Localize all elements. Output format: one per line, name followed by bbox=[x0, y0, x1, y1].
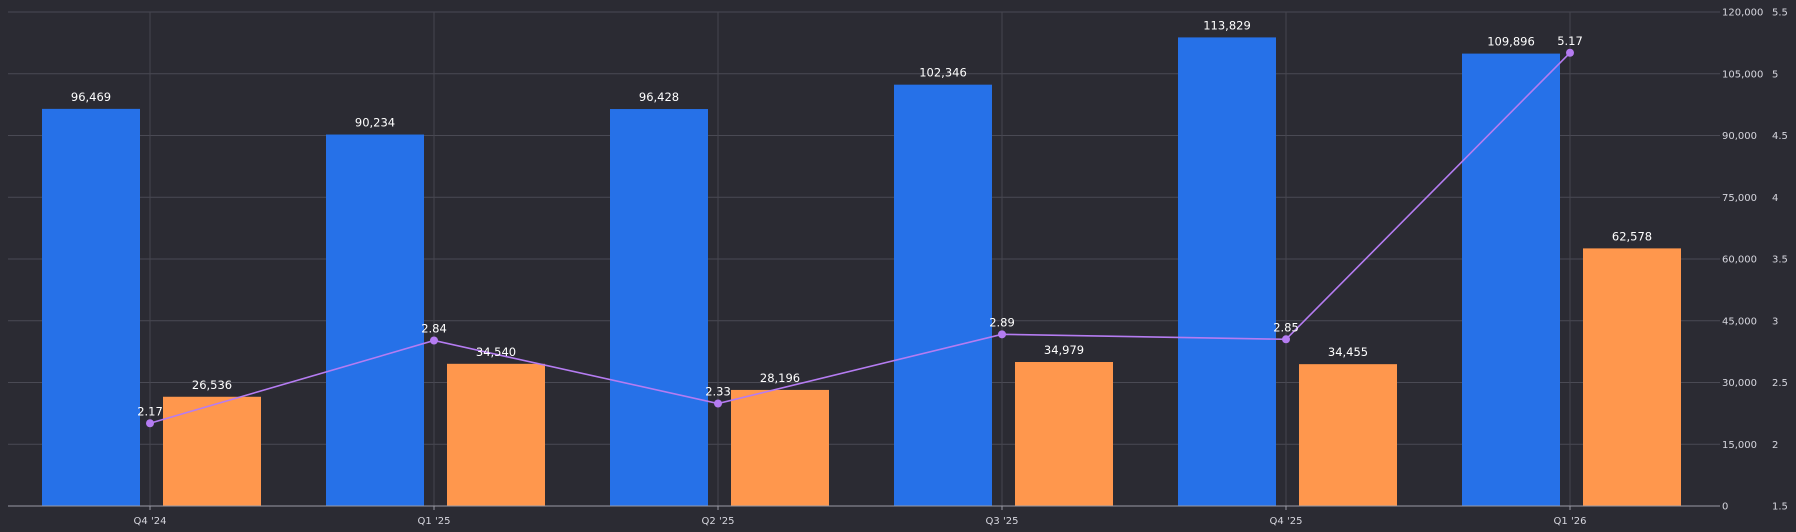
bar-value-label: 34,540 bbox=[476, 345, 516, 359]
bar-value-label: 26,536 bbox=[192, 378, 232, 392]
bar-1 bbox=[610, 109, 708, 507]
bar-1 bbox=[894, 84, 992, 507]
bar-value-label: 28,196 bbox=[760, 371, 800, 385]
bar-value-label: 90,234 bbox=[355, 116, 395, 130]
bar-1 bbox=[42, 108, 140, 506]
bar-value-label: 113,829 bbox=[1203, 18, 1251, 32]
y-left-tick-label: 60,000 bbox=[1722, 255, 1757, 266]
bar-2 bbox=[1299, 364, 1397, 506]
y-left-tick-label: 75,000 bbox=[1722, 193, 1757, 204]
bar-value-label: 96,469 bbox=[71, 90, 111, 104]
line-value-label: 2.89 bbox=[989, 315, 1015, 329]
bar-value-label: 62,578 bbox=[1612, 229, 1652, 243]
bar-value-label: 34,455 bbox=[1328, 345, 1368, 359]
bar-2 bbox=[163, 396, 261, 506]
bar-1 bbox=[1462, 53, 1560, 507]
x-tick-label: Q1 '26 bbox=[1554, 516, 1587, 527]
bar-1 bbox=[1178, 37, 1276, 506]
x-tick-label: Q4 '25 bbox=[1270, 516, 1303, 527]
line-point bbox=[714, 399, 722, 408]
y-left-tick-label: 0 bbox=[1722, 502, 1728, 513]
line-value-label: 2.84 bbox=[421, 322, 447, 336]
bar-1 bbox=[326, 134, 424, 507]
y-left-tick-label: 30,000 bbox=[1722, 378, 1757, 389]
bar-2 bbox=[1015, 362, 1113, 506]
bar-value-label: 96,428 bbox=[639, 90, 679, 104]
y-left-tick-label: 120,000 bbox=[1722, 8, 1763, 19]
y-left-tick-label: 90,000 bbox=[1722, 131, 1757, 142]
x-tick-label: Q2 '25 bbox=[702, 516, 735, 527]
y-right-tick-label: 3 bbox=[1772, 316, 1778, 327]
line-point bbox=[998, 330, 1006, 339]
y-right-tick-label: 2 bbox=[1772, 440, 1778, 451]
line-value-label: 2.85 bbox=[1273, 320, 1299, 334]
y-left-tick-label: 15,000 bbox=[1722, 440, 1757, 451]
line-value-label: 2.33 bbox=[705, 384, 731, 398]
y-left-tick-label: 45,000 bbox=[1722, 316, 1757, 327]
line-series bbox=[146, 48, 1574, 428]
y-right-tick-label: 2.5 bbox=[1772, 378, 1788, 389]
axes: 0 15,000 30,000 45,000 60,000 75,000 90,000 105… bbox=[8, 8, 1788, 527]
y-right-tick-label: 5 bbox=[1772, 69, 1778, 80]
bar-value-label: 102,346 bbox=[919, 66, 967, 80]
x-tick-label: Q1 '25 bbox=[418, 516, 451, 527]
gridlines bbox=[8, 11, 1720, 506]
y-right-tick-label: 4.5 bbox=[1772, 131, 1788, 142]
y-right-tick-label: 4 bbox=[1772, 193, 1778, 204]
bar-2 bbox=[447, 363, 545, 506]
line-value-label: 2.17 bbox=[137, 404, 163, 418]
x-tick-label: Q3 '25 bbox=[986, 516, 1019, 527]
bar-value-label: 34,979 bbox=[1044, 343, 1084, 357]
y-right-tick-label: 3.5 bbox=[1772, 255, 1788, 266]
ratio-line bbox=[149, 52, 1571, 425]
data-labels: 96,469 90,234 96,428 102,346 113,829 109,896 2… bbox=[71, 18, 1652, 418]
line-point bbox=[430, 336, 438, 345]
bar-value-label: 109,896 bbox=[1487, 35, 1535, 49]
y-left-tick-label: 105,000 bbox=[1722, 69, 1763, 80]
y-right-tick-label: 5.5 bbox=[1772, 8, 1788, 19]
bars bbox=[42, 37, 1681, 507]
bar-2 bbox=[731, 389, 829, 506]
line-value-label: 5.17 bbox=[1557, 34, 1583, 48]
line-point bbox=[1566, 48, 1574, 57]
line-point bbox=[1282, 335, 1290, 344]
bar-2 bbox=[1583, 248, 1681, 506]
line-point bbox=[146, 419, 154, 428]
y-right-tick-label: 1.5 bbox=[1772, 502, 1788, 513]
x-tick-label: Q4 '24 bbox=[134, 516, 167, 527]
